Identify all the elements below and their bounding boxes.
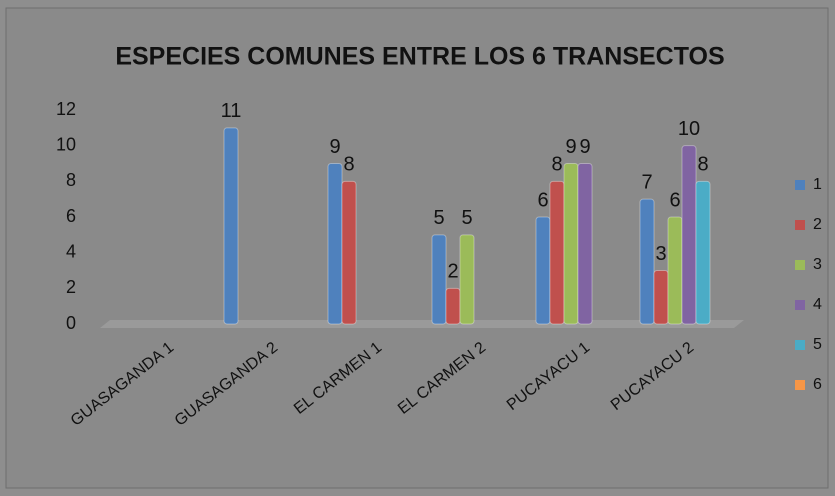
data-label: 10 — [678, 118, 700, 140]
bar — [549, 180, 565, 325]
data-label: 5 — [461, 207, 472, 229]
legend-label: 4 — [813, 296, 822, 313]
legend-swatch — [795, 380, 805, 390]
legend-label: 3 — [813, 256, 822, 273]
bar — [327, 163, 343, 325]
bar — [223, 127, 239, 325]
bar — [653, 270, 669, 325]
bar — [577, 163, 593, 325]
bar — [535, 216, 551, 325]
legend-swatch — [795, 180, 805, 190]
data-label: 6 — [537, 189, 548, 211]
bar — [459, 234, 475, 325]
data-label: 8 — [697, 154, 708, 176]
legend-label: 6 — [813, 376, 822, 393]
y-tick-label: 2 — [66, 277, 76, 297]
y-tick-label: 6 — [66, 206, 76, 226]
bar — [445, 287, 461, 325]
y-tick-label: 12 — [56, 99, 76, 119]
bar — [695, 180, 711, 325]
data-label: 5 — [433, 207, 444, 229]
legend-swatch — [795, 340, 805, 350]
data-label: 8 — [343, 154, 354, 176]
bar — [667, 216, 683, 325]
data-label: 8 — [551, 154, 562, 176]
data-label: 7 — [641, 171, 652, 193]
data-label: 9 — [565, 136, 576, 158]
bar — [341, 180, 357, 325]
y-tick-label: 10 — [56, 134, 76, 154]
bar — [681, 145, 697, 325]
data-label: 11 — [221, 100, 242, 122]
bar — [431, 234, 447, 325]
legend-swatch — [795, 300, 805, 310]
legend-swatch — [795, 220, 805, 230]
legend-label: 2 — [813, 216, 822, 233]
legend-label: 1 — [813, 176, 822, 193]
data-label: 9 — [329, 136, 340, 158]
legend-label: 5 — [813, 336, 822, 353]
bar — [639, 198, 655, 325]
data-label: 6 — [669, 189, 680, 211]
data-label: 2 — [447, 261, 458, 283]
y-tick-label: 0 — [66, 313, 76, 333]
data-label: 3 — [655, 243, 666, 265]
y-tick-label: 8 — [66, 170, 76, 190]
chart-title: ESPECIES COMUNES ENTRE LOS 6 TRANSECTOS — [115, 43, 724, 71]
bar — [563, 163, 579, 325]
data-label: 9 — [579, 136, 590, 158]
legend-swatch — [795, 260, 805, 270]
y-tick-label: 4 — [66, 241, 76, 261]
